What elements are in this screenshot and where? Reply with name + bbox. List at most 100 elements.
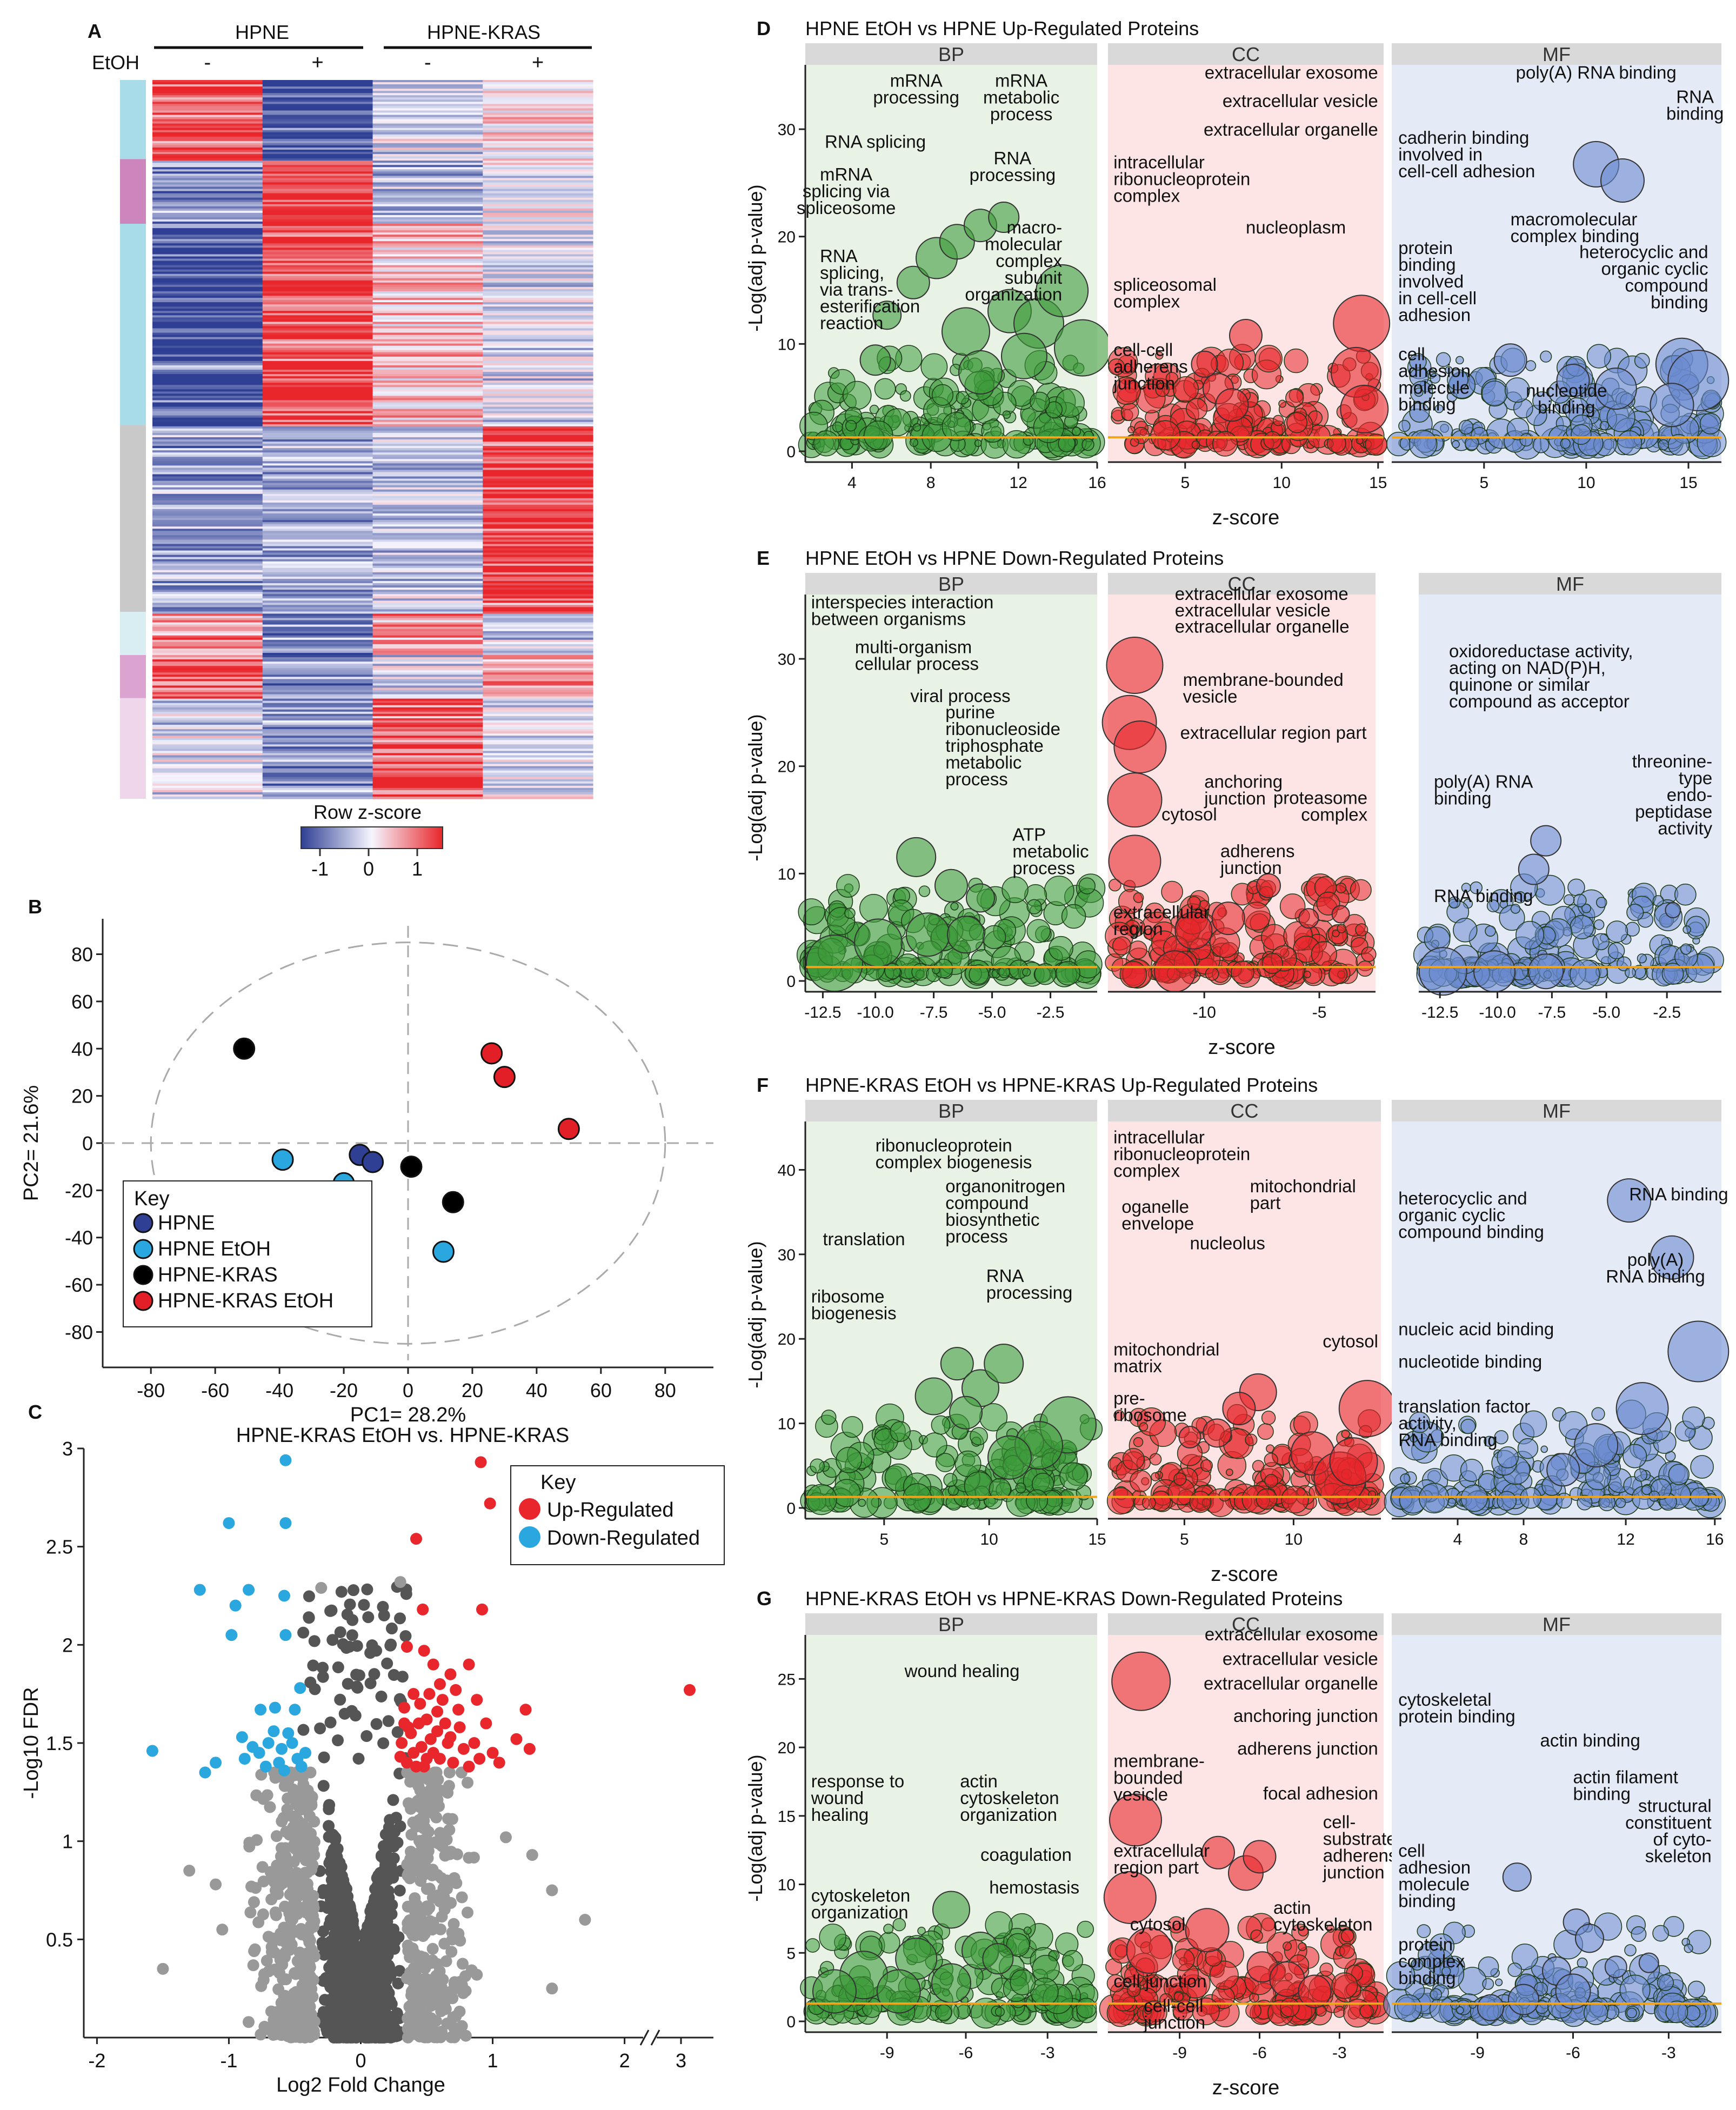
x-tick-label: 0 xyxy=(355,2049,366,2072)
volcano-point xyxy=(309,1683,321,1695)
heatmap-cell xyxy=(152,677,263,679)
down-regulated-point xyxy=(225,1629,238,1641)
heatmap-cell xyxy=(262,393,373,396)
heatmap-cell xyxy=(152,197,263,201)
heatmap-cell xyxy=(483,783,593,786)
heatmap-cell xyxy=(372,633,483,636)
heatmap-cell xyxy=(262,273,373,277)
heatmap-cell xyxy=(152,132,263,135)
volcano-point xyxy=(334,1626,346,1638)
go-bubble xyxy=(1532,436,1550,453)
heatmap-cell xyxy=(483,790,593,793)
heatmap-cell xyxy=(483,224,593,226)
down-regulated-point xyxy=(259,1760,272,1773)
heatmap-cell xyxy=(483,757,593,760)
heatmap-cell xyxy=(372,89,483,91)
heatmap-cell xyxy=(372,531,483,533)
heatmap-cell xyxy=(262,86,373,89)
heatmap-cell xyxy=(152,182,263,185)
go-bubble xyxy=(1191,440,1200,449)
heatmap-cell xyxy=(152,613,263,617)
heatmap-cell xyxy=(483,348,593,351)
heatmap-cell xyxy=(372,328,483,331)
x-tick-label: -2 xyxy=(88,2049,105,2072)
x-tick-label: -12.5 xyxy=(1421,1004,1458,1021)
heatmap-cell xyxy=(262,472,373,475)
heatmap-cell xyxy=(483,400,593,403)
heatmap-cell xyxy=(262,387,373,390)
heatmap-cell xyxy=(262,700,373,704)
heatmap-cell xyxy=(152,690,263,693)
heatmap-cell xyxy=(372,311,483,313)
heatmap-cell xyxy=(262,136,373,139)
x-tick-label: -80 xyxy=(137,1379,165,1401)
heatmap-cell xyxy=(372,561,483,564)
heatmap-cell xyxy=(262,319,373,322)
heatmap-cell xyxy=(152,485,263,488)
chart-title: HPNE EtOH vs HPNE Up-Regulated Proteins xyxy=(805,17,1199,39)
down-regulated-point xyxy=(199,1766,211,1779)
volcano-point xyxy=(280,1826,292,1838)
heatmap-cell xyxy=(372,99,483,102)
heatmap-cell xyxy=(483,444,593,446)
heatmap-cell xyxy=(152,598,263,601)
heatmap-cell xyxy=(372,652,483,656)
heatmap-cell xyxy=(372,751,483,753)
heatmap-cell xyxy=(483,596,593,599)
volcano-point xyxy=(392,1977,404,1989)
heatmap-cell xyxy=(483,208,593,211)
heatmap-cell xyxy=(372,93,483,96)
heatmap-cell xyxy=(483,271,593,275)
cluster-segment xyxy=(120,80,146,159)
y-tick-label: 2 xyxy=(62,1634,73,1656)
heatmap-cell xyxy=(372,210,483,213)
heatmap-cell xyxy=(152,119,263,122)
heatmap-cell xyxy=(262,173,373,176)
x-tick-label: -12.5 xyxy=(804,1004,841,1021)
heatmap-cell xyxy=(152,480,263,484)
heatmap-cell xyxy=(152,774,263,778)
x-tick-label: 4 xyxy=(847,474,857,492)
heatmap-cell xyxy=(262,169,373,172)
heatmap-cell xyxy=(152,134,263,137)
heatmap-cell xyxy=(372,156,483,159)
heatmap-cell xyxy=(262,93,373,96)
heatmap-cell xyxy=(152,727,263,730)
heatmap-cell xyxy=(262,372,373,375)
heatmap-cell xyxy=(262,544,373,547)
heatmap-cell xyxy=(262,659,373,662)
heatmap-cell xyxy=(483,97,593,100)
heatmap-cell xyxy=(152,228,263,231)
heatmap-cell xyxy=(372,219,483,222)
heatmap-cell xyxy=(483,424,593,427)
heatmap-cell xyxy=(372,350,483,353)
heatmap-cell xyxy=(262,195,373,198)
volcano-point xyxy=(285,1939,298,1951)
heatmap-cell xyxy=(372,254,483,257)
heatmap-cell xyxy=(152,383,263,385)
heatmap-cell xyxy=(372,154,483,157)
volcano-point xyxy=(419,1972,432,1985)
heatmap-cell xyxy=(372,424,483,427)
heatmap-cell xyxy=(372,273,483,277)
volcano-point xyxy=(346,1614,359,1626)
heatmap-cell xyxy=(483,713,593,717)
heatmap-cell xyxy=(262,300,373,303)
x-tick-label: -20 xyxy=(330,1379,358,1401)
volcano-point xyxy=(401,1858,413,1871)
legend-title: Row z-score xyxy=(313,801,422,823)
heatmap-cell xyxy=(262,419,373,423)
go-bubble xyxy=(1002,410,1011,419)
heatmap-cell xyxy=(262,520,373,523)
up-regulated-point xyxy=(410,1533,422,1545)
heatmap-cell xyxy=(483,509,593,512)
down-regulated-point xyxy=(299,1747,311,1759)
heatmap-cell xyxy=(372,191,483,194)
heatmap-cell xyxy=(483,524,593,527)
heatmap-cell xyxy=(152,483,263,486)
heatmap-cell xyxy=(483,358,593,362)
pca-point xyxy=(362,1151,384,1173)
volcano-point xyxy=(352,1752,365,1765)
heatmap-cell xyxy=(372,332,483,336)
heatmap-cell xyxy=(372,470,483,473)
